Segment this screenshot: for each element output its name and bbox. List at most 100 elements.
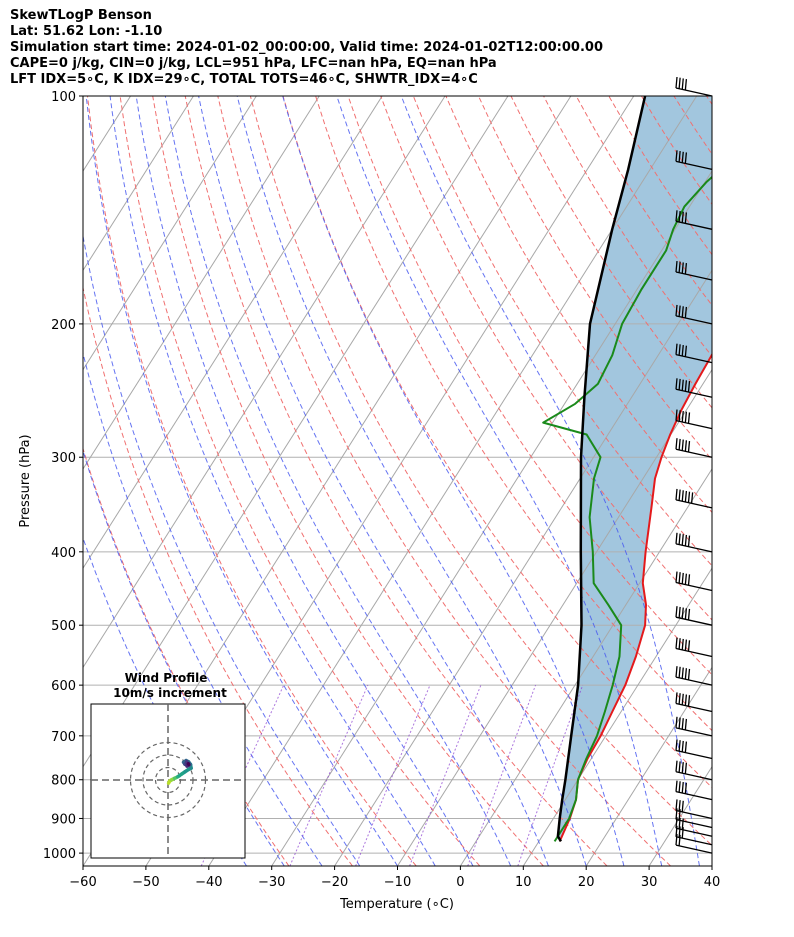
parcel-line <box>556 96 647 843</box>
barb-flag <box>684 573 688 585</box>
x-tick-label: 20 <box>578 875 595 890</box>
barb-flag <box>684 762 688 774</box>
barb-flag <box>684 668 688 680</box>
barb-staff <box>675 702 713 713</box>
x-tick-label: −50 <box>132 875 159 890</box>
barb-flag <box>675 571 678 583</box>
barb-flag <box>684 263 688 275</box>
temperature-line <box>558 352 712 842</box>
barb-flag <box>681 781 684 794</box>
isotherm-gridline <box>271 170 712 866</box>
barb-flag <box>684 380 688 392</box>
barb-flag <box>687 640 691 652</box>
barb-flag <box>681 262 684 274</box>
barb-flag <box>675 716 678 728</box>
barb-flag <box>681 827 684 839</box>
barb-flag <box>678 305 681 317</box>
cape-fill-layer <box>557 96 712 842</box>
moist-adiabat <box>83 233 361 866</box>
isotherm-gridline <box>208 96 698 866</box>
barb-flag <box>681 306 684 318</box>
barb-flag <box>684 694 688 706</box>
moist-adiabat <box>282 96 625 866</box>
moist-adiabat <box>83 351 323 866</box>
y-tick-label: 500 <box>51 619 76 634</box>
y-tick-label: 100 <box>51 90 76 105</box>
barb-flag <box>678 344 681 356</box>
dry-adiabat <box>217 96 671 866</box>
dry-adiabat <box>282 96 712 789</box>
barb-flag <box>684 608 688 620</box>
barb-flag <box>675 260 678 273</box>
wind-barb <box>675 150 713 171</box>
barb-flag <box>675 692 678 704</box>
barb-flag <box>678 572 681 584</box>
barb-staff <box>675 727 713 737</box>
barb-staff <box>675 818 713 829</box>
barb-flag <box>678 638 681 650</box>
wind-barb <box>675 438 713 458</box>
barb-flag <box>687 380 691 393</box>
x-tick-label: 30 <box>641 875 658 890</box>
index-line: LFT IDX=5∘C, K IDX=29∘C, TOTAL TOTS=46∘C… <box>10 72 478 87</box>
barb-flag <box>678 740 681 752</box>
barb-flag <box>684 718 688 730</box>
isotherm-gridline <box>83 96 257 371</box>
dry-adiabat <box>510 96 712 409</box>
barb-flag <box>681 718 684 730</box>
isotherm-gridline <box>334 269 712 866</box>
y-tick-label: 900 <box>51 812 76 827</box>
barb-staff <box>675 844 713 854</box>
wind-barb <box>675 571 713 592</box>
x-axis-label: Temperature (∘C) <box>339 897 454 912</box>
barb-flag <box>681 490 684 502</box>
isotherm-gridline <box>0 96 68 866</box>
axes-layer: −60 −50 −40 −30 −20 −10 0 10 20 30 40 1000 900 800 700… <box>43 90 720 890</box>
barb-flag <box>678 378 681 391</box>
barb-flag <box>687 668 691 680</box>
barb-flag <box>678 410 681 422</box>
wind-barb <box>675 378 713 398</box>
moist-adiabat <box>236 96 587 866</box>
location-line: Lat: 51.62 Lon: -1.10 <box>10 24 163 39</box>
dry-adiabat <box>706 96 712 106</box>
barb-flag <box>678 438 681 450</box>
isotherm-gridline <box>397 368 712 866</box>
wind-barb <box>675 739 713 760</box>
barb-flag <box>675 343 678 355</box>
hodograph-layer <box>91 704 245 858</box>
wind-barb <box>675 780 713 801</box>
barb-flag <box>681 762 684 774</box>
barb-flag <box>678 834 681 846</box>
wind-barb <box>675 532 713 553</box>
barb-flag <box>684 490 688 503</box>
dry-adiabat <box>184 96 608 866</box>
y-tick-label: 1000 <box>43 847 76 862</box>
barb-flag <box>687 574 691 586</box>
dry-adiabat <box>152 96 544 866</box>
barb-flag <box>684 440 688 452</box>
barb-flag <box>687 695 691 707</box>
barb-flag <box>678 77 681 89</box>
wind-barb <box>675 343 713 364</box>
barb-flag <box>678 151 681 163</box>
barb-flag <box>690 492 694 504</box>
barb-flag <box>681 740 684 752</box>
barb-flag <box>675 378 678 390</box>
barb-flag <box>684 79 688 91</box>
wind-barb <box>675 409 713 430</box>
y-tick-label: 800 <box>51 774 76 789</box>
x-tick-label: −60 <box>69 875 96 890</box>
dry-adiabat <box>87 96 417 866</box>
isotherm-gridline <box>459 467 712 866</box>
barb-flag <box>681 800 684 812</box>
dry-adiabat <box>412 96 712 567</box>
dry-adiabat <box>772 96 794 866</box>
dry-adiabat <box>83 447 290 866</box>
barb-flag <box>675 532 678 544</box>
wind-barb <box>675 606 713 626</box>
barb-staff <box>675 749 713 760</box>
barb-staff <box>675 616 713 626</box>
wind-barb <box>675 716 713 737</box>
barb-flag <box>675 637 678 649</box>
